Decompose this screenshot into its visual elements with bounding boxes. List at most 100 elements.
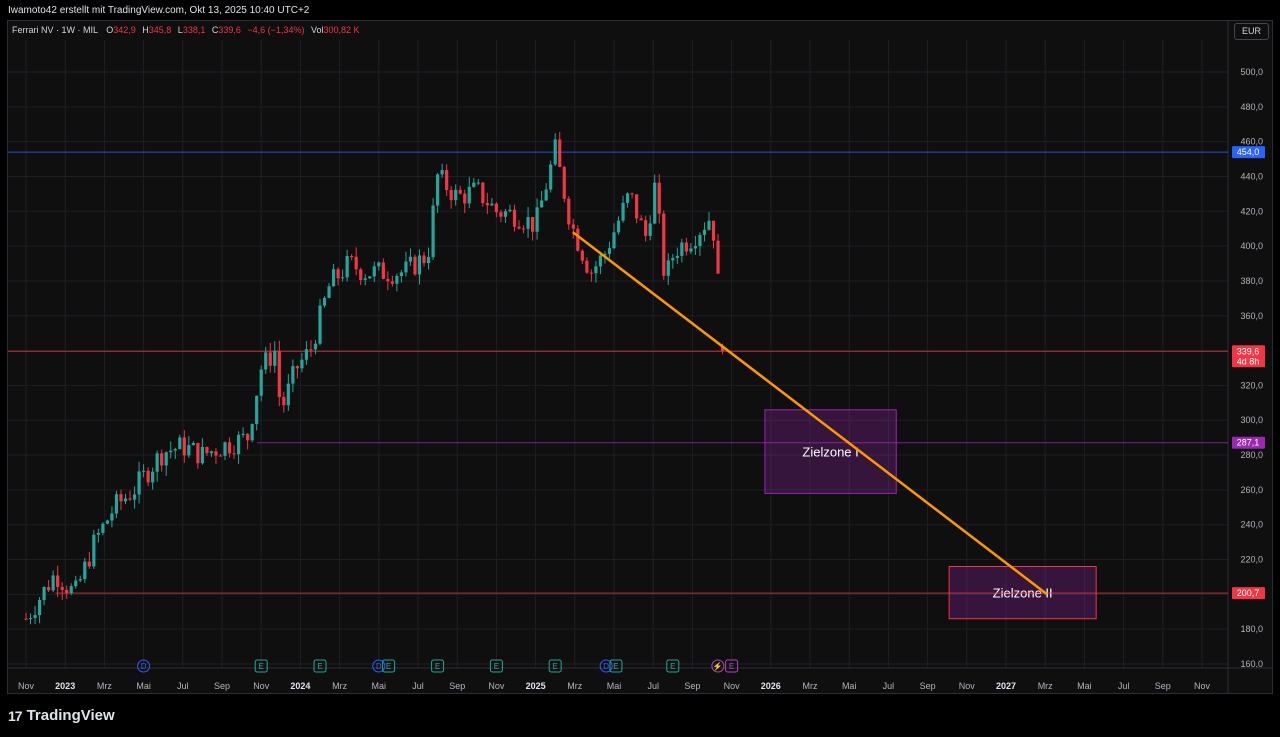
candle-body [454,189,458,201]
candle-body [476,182,480,184]
x-tick-label: Mrz [803,681,818,691]
event-marker-earnings [609,659,623,673]
event-marker-earnings [382,659,396,673]
open-label: O [106,25,114,35]
x-tick-label: Mai [842,681,857,691]
symbol-label[interactable]: Ferrari NV · 1W · MIL [12,25,98,35]
candle-body [571,224,575,229]
x-tick-label: 2025 [526,681,546,691]
y-tick-label: 440,0 [1240,171,1263,181]
y-tick-label: 220,0 [1240,555,1263,565]
high-value: 345,8 [148,25,172,35]
candle-body [381,262,385,279]
candle-body [65,589,69,594]
candle-body [485,203,489,206]
candle-body [689,248,693,252]
candle-body [110,513,114,521]
candle-body [716,240,720,274]
candle-body [28,618,33,620]
candle-body [178,437,182,450]
tradingview-logo-icon: 17 [8,707,23,724]
candle-body [576,228,580,251]
y-tick-label: 280,0 [1240,450,1263,460]
candle-body [612,232,616,249]
candle-body [51,575,55,591]
candle-body [625,193,630,203]
candle-body [273,350,277,366]
candle-body [621,202,625,221]
candle-body [227,442,232,454]
candle-body [132,494,137,500]
x-tick-label: Nov [724,681,741,691]
x-tick-label: Nov [959,681,976,691]
y-tick-label: 260,0 [1240,485,1263,495]
candle-body [693,246,698,249]
candle-body [417,255,422,275]
x-tick-label: Jul [647,681,659,691]
candle-body [241,433,245,435]
price-level-label: 339,6 [1237,346,1260,356]
price-level-badge [1232,345,1265,368]
candle-body [259,369,263,396]
candle-body [436,174,440,206]
candle-body [463,193,467,204]
volume-value: 300,82 K [323,25,360,35]
chart-area[interactable] [7,20,1273,694]
candle-body [119,494,123,502]
target-zone [764,409,897,494]
candle-body [549,164,553,190]
candle-body [490,203,494,206]
event-marker-label: ⚡ [713,661,723,671]
candle-body [236,434,241,455]
candle-body [214,451,218,456]
price-countdown-label: 4d 8h [1237,356,1260,366]
y-tick-label: 380,0 [1240,276,1263,286]
candle-body [666,260,670,276]
y-tick-label: 360,0 [1240,311,1263,321]
x-tick-label: Nov [253,681,270,691]
candle-body [458,189,462,194]
candle-body [603,253,607,256]
candle-body [196,442,200,464]
candle-body [345,256,349,278]
trendline [572,231,1048,596]
candle-body [698,234,702,247]
candle-body [205,446,209,454]
x-tick-label: Mrz [97,681,112,691]
price-level-badge [1232,146,1265,159]
x-tick-label: Jul [412,681,424,691]
candle-body [101,523,105,533]
candle-body [639,218,643,221]
currency-selector[interactable]: EUR [1234,23,1269,40]
y-tick-label: 460,0 [1240,137,1263,147]
candle-body [313,343,318,350]
x-tick-label: Sep [214,681,230,691]
x-tick-label: Sep [684,681,700,691]
candle-body [653,182,657,224]
event-marker-earnings [725,659,739,673]
candle-body [200,446,204,464]
candle-body [684,242,688,252]
candle-body [648,223,652,236]
candle-body [264,352,268,370]
candle-body [368,276,372,279]
event-marker-earnings [548,659,562,673]
candle-body [544,189,548,201]
candle-body [187,445,191,456]
candle-body [481,182,485,204]
x-tick-label: Sep [1155,681,1171,691]
candle-body [69,586,73,594]
event-marker-label: D [376,662,382,671]
candle-body [87,561,91,567]
x-tick-label: 2026 [761,681,781,691]
candle-body [354,256,358,270]
event-marker-dividend [372,659,386,673]
x-tick-label: Mai [136,681,151,691]
candle-body [530,217,535,232]
candle-body [56,575,60,587]
low-label: L [177,25,183,35]
candle-body [562,167,566,199]
candle-body [74,580,78,587]
candle-body [467,186,471,204]
event-marker-label: D [603,662,609,671]
